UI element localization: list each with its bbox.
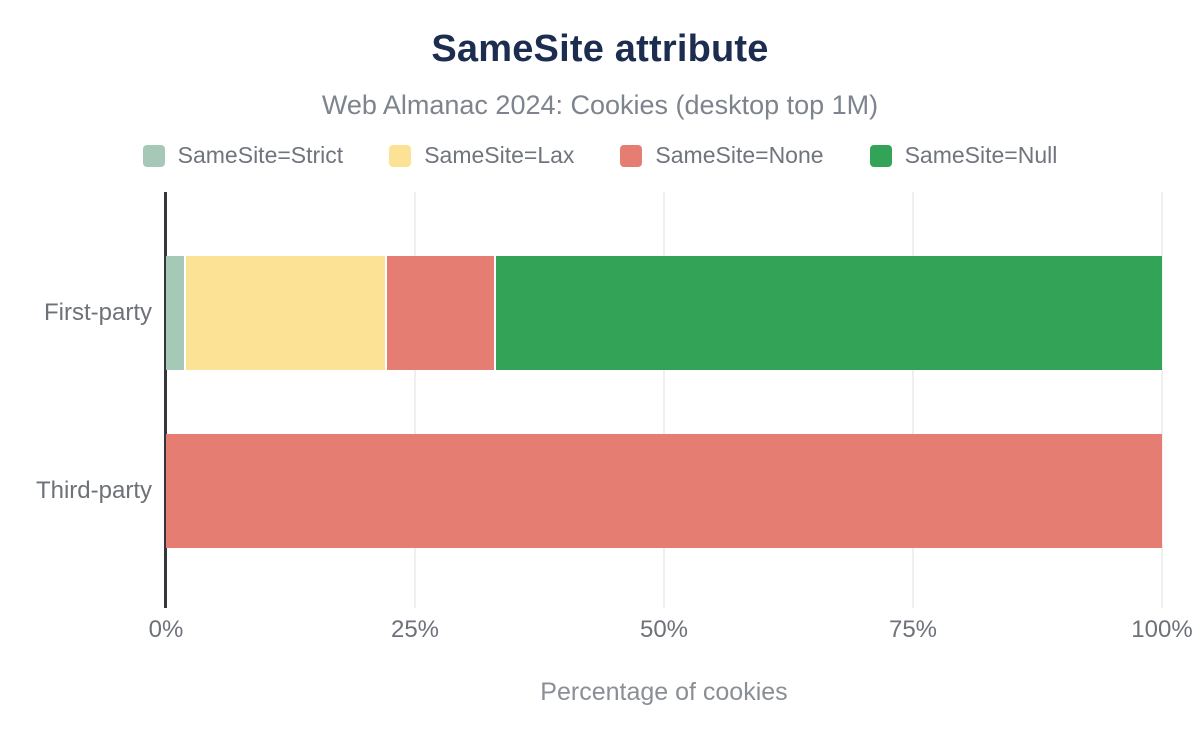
legend-swatch	[142, 144, 165, 167]
legend-label: SameSite=Null	[904, 142, 1058, 168]
legend-item-lax: SameSite=Lax	[389, 142, 574, 169]
bar-segment-samesite-lax	[185, 256, 388, 370]
y-axis-labels: First-party Third-party	[0, 0, 152, 742]
gridline	[663, 192, 665, 608]
gridline	[414, 192, 416, 608]
plot-area	[164, 192, 1163, 608]
legend-swatch	[389, 144, 412, 167]
chart-title: SameSite attribute	[431, 28, 769, 70]
legend-item-null: SameSite=Null	[869, 142, 1058, 169]
bar-segment-samesite-strict	[166, 256, 186, 370]
bar-row	[166, 434, 1162, 548]
category-label: First-party	[44, 299, 152, 326]
bar-segment-samesite-none	[387, 256, 496, 370]
x-tick-label: 25%	[390, 616, 440, 643]
gridline	[1161, 192, 1163, 608]
legend-label: SameSite=Strict	[177, 142, 344, 168]
x-tick-label: 75%	[888, 616, 938, 643]
x-axis-title: Percentage of cookies	[540, 678, 788, 706]
y-axis-line	[164, 192, 167, 608]
chart-subtitle: Web Almanac 2024: Cookies (desktop top 1…	[321, 90, 879, 120]
bar-segment-samesite-none	[166, 434, 1162, 548]
legend: SameSite=Strict SameSite=Lax SameSite=No…	[0, 142, 1200, 169]
x-tick-label: 100%	[1131, 616, 1193, 643]
legend-swatch	[869, 144, 892, 167]
legend-swatch	[620, 144, 643, 167]
legend-label: SameSite=None	[655, 142, 824, 168]
bar-segment-samesite-null	[495, 256, 1162, 370]
legend-label: SameSite=Lax	[424, 142, 575, 168]
x-axis-ticks: 0% 25% 50% 75% 100%	[149, 616, 1193, 646]
legend-item-strict: SameSite=Strict	[142, 142, 344, 169]
category-label: Third-party	[35, 477, 152, 504]
bar-row	[166, 256, 1162, 370]
x-tick-label: 0%	[148, 616, 184, 643]
gridline	[912, 192, 914, 608]
legend-item-none: SameSite=None	[620, 142, 824, 169]
x-tick-label: 50%	[639, 616, 689, 643]
